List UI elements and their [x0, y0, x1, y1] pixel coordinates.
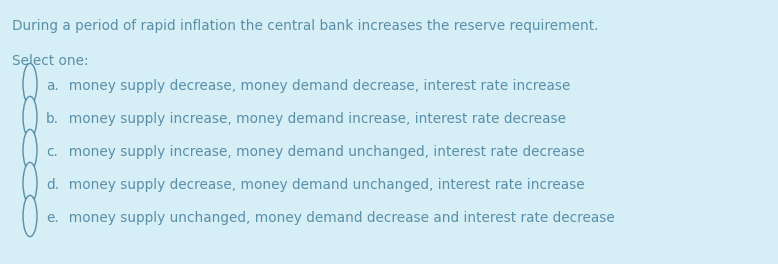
- Text: money supply increase, money demand increase, interest rate decrease: money supply increase, money demand incr…: [60, 112, 566, 126]
- Text: c.: c.: [46, 145, 58, 159]
- Ellipse shape: [23, 96, 37, 138]
- Text: b.: b.: [46, 112, 59, 126]
- Text: d.: d.: [46, 178, 59, 192]
- Ellipse shape: [23, 162, 37, 204]
- Text: money supply unchanged, money demand decrease and interest rate decrease: money supply unchanged, money demand dec…: [60, 211, 615, 225]
- Text: money supply decrease, money demand decrease, interest rate increase: money supply decrease, money demand decr…: [60, 79, 570, 93]
- Ellipse shape: [23, 129, 37, 171]
- Text: During a period of rapid inflation the central bank increases the reserve requir: During a period of rapid inflation the c…: [12, 19, 598, 33]
- Text: money supply increase, money demand unchanged, interest rate decrease: money supply increase, money demand unch…: [60, 145, 584, 159]
- Text: e.: e.: [46, 211, 59, 225]
- Text: money supply decrease, money demand unchanged, interest rate increase: money supply decrease, money demand unch…: [60, 178, 584, 192]
- Ellipse shape: [23, 63, 37, 105]
- Ellipse shape: [23, 195, 37, 237]
- Text: Select one:: Select one:: [12, 54, 89, 68]
- Text: a.: a.: [46, 79, 59, 93]
